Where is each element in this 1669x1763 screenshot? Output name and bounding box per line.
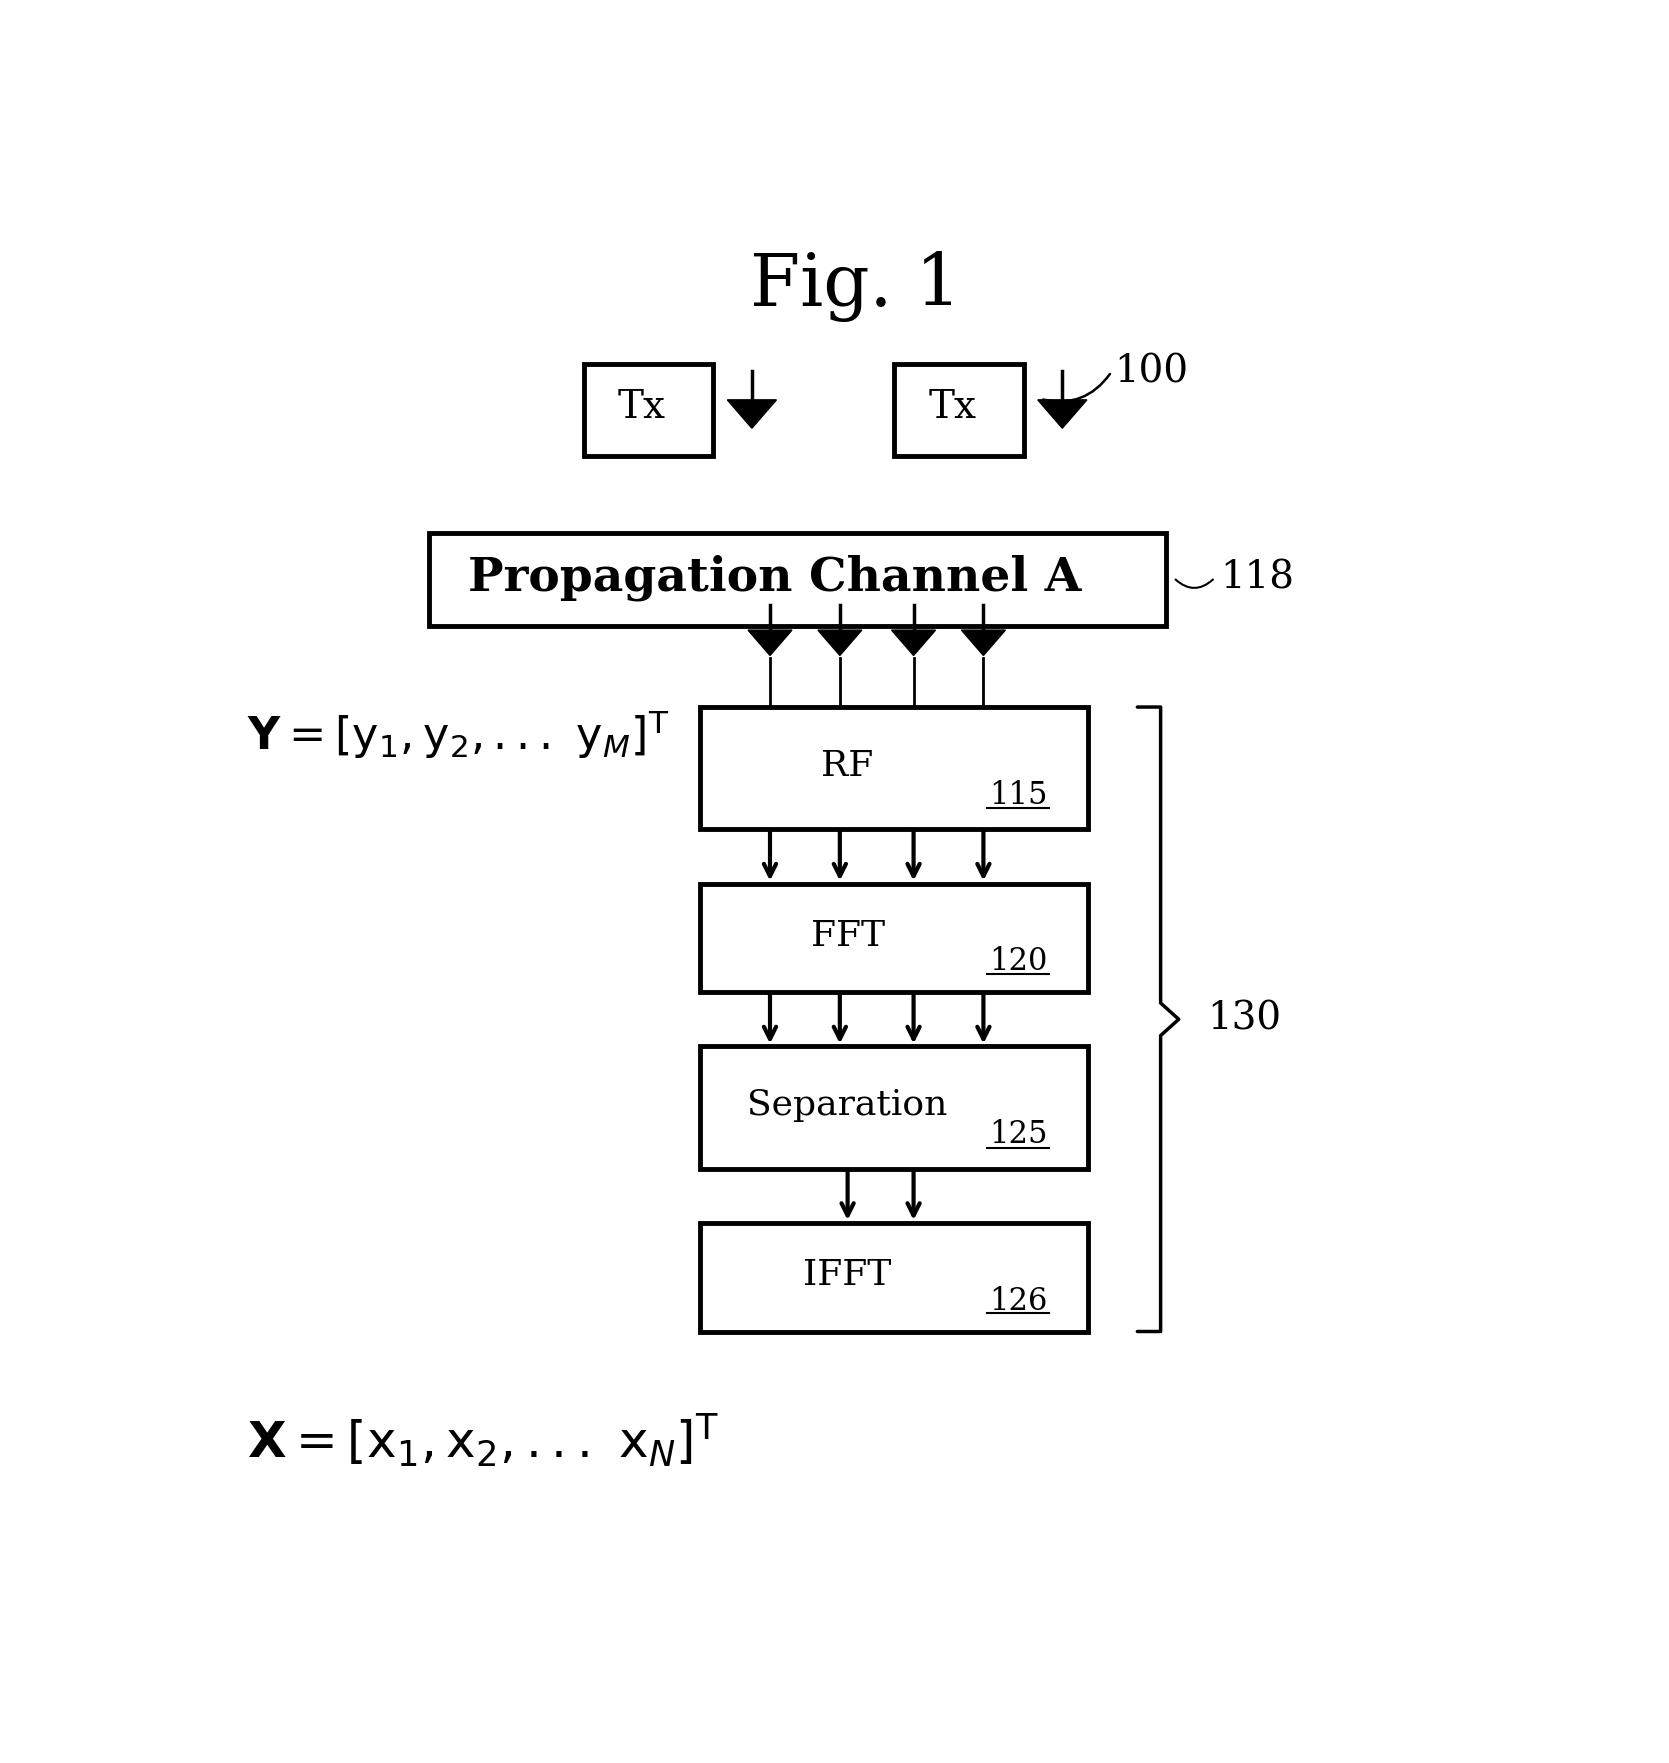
Polygon shape	[818, 629, 861, 656]
Text: Tx: Tx	[928, 390, 976, 427]
Polygon shape	[748, 629, 793, 656]
Bar	[895, 363, 1023, 457]
Bar	[429, 532, 1165, 626]
Text: 130: 130	[1207, 1001, 1282, 1038]
Text: Propagation Channel A: Propagation Channel A	[469, 554, 1082, 601]
Text: FFT: FFT	[811, 919, 885, 952]
Bar	[701, 883, 1088, 993]
Polygon shape	[891, 629, 936, 656]
Polygon shape	[728, 400, 776, 428]
Polygon shape	[961, 629, 1005, 656]
Text: Fig. 1: Fig. 1	[749, 250, 961, 321]
Polygon shape	[1038, 400, 1087, 428]
Text: 100: 100	[1115, 353, 1188, 390]
Text: $\mathbf{X} = [\mathrm{x}_1,\mathrm{x}_2,...\ \mathrm{x}_N]^\mathrm{T}$: $\mathbf{X} = [\mathrm{x}_1,\mathrm{x}_2…	[247, 1410, 719, 1469]
Text: 115: 115	[990, 779, 1048, 811]
Text: 120: 120	[990, 947, 1048, 977]
Bar	[701, 707, 1088, 829]
Text: 126: 126	[990, 1285, 1048, 1317]
Text: Separation: Separation	[748, 1088, 948, 1121]
Bar	[701, 1047, 1088, 1169]
Text: 125: 125	[990, 1120, 1048, 1149]
Text: Tx: Tx	[618, 390, 666, 427]
Text: IFFT: IFFT	[803, 1259, 891, 1292]
Bar	[701, 1224, 1088, 1331]
Text: 118: 118	[1220, 559, 1293, 596]
Text: $\mathbf{Y} = [\mathrm{y}_1,\mathrm{y}_2,...\ \mathrm{y}_M]^\mathrm{T}$: $\mathbf{Y} = [\mathrm{y}_1,\mathrm{y}_2…	[247, 707, 669, 760]
Text: RF: RF	[821, 749, 875, 783]
Bar	[584, 363, 713, 457]
